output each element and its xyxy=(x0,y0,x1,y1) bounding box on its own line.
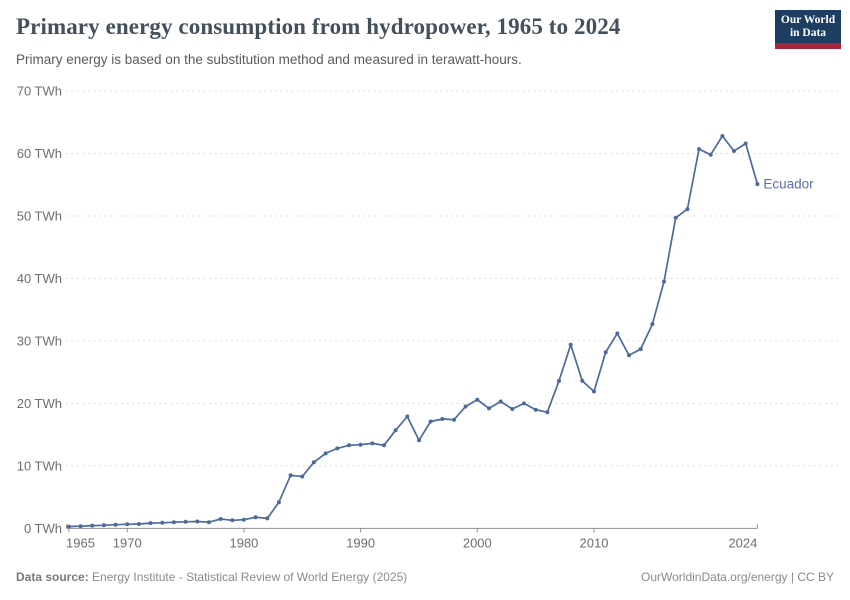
data-point-2017 xyxy=(673,215,678,220)
data-point-1970 xyxy=(125,522,130,527)
data-point-2006 xyxy=(545,410,550,415)
data-point-2002 xyxy=(498,399,503,404)
data-point-1990 xyxy=(358,442,363,447)
y-tick-label-70: 70 TWh xyxy=(17,83,62,98)
data-point-1972 xyxy=(148,521,153,526)
data-point-1981 xyxy=(253,515,258,520)
data-point-1989 xyxy=(347,443,351,448)
x-tick-label-2010: 2010 xyxy=(580,535,609,550)
data-point-1973 xyxy=(160,520,165,525)
data-point-2023 xyxy=(743,141,748,146)
data-point-2001 xyxy=(487,406,491,411)
data-point-1979 xyxy=(230,518,235,523)
data-point-1983 xyxy=(276,500,281,505)
y-tick-label-50: 50 TWh xyxy=(17,208,62,223)
data-point-1993 xyxy=(393,428,398,433)
data-point-1999 xyxy=(463,404,468,409)
data-point-2015 xyxy=(650,322,655,327)
data-point-1971 xyxy=(136,522,141,526)
data-point-1987 xyxy=(323,451,328,456)
data-point-1978 xyxy=(218,517,223,521)
data-point-1982 xyxy=(265,516,270,521)
x-tick-label-1990: 1990 xyxy=(346,535,375,550)
y-tick-label-10: 10 TWh xyxy=(17,458,62,473)
data-point-1974 xyxy=(171,520,176,525)
chart-subtitle: Primary energy is based on the substitut… xyxy=(16,52,522,67)
owid-license-link[interactable]: OurWorldinData.org/energy | CC BY xyxy=(641,570,834,584)
data-point-1977 xyxy=(206,520,211,525)
y-tick-label-40: 40 TWh xyxy=(17,271,62,286)
data-point-1967 xyxy=(90,523,95,528)
series-line-ecuador xyxy=(68,135,759,528)
data-point-1965 xyxy=(66,524,71,529)
data-point-1997 xyxy=(440,417,445,421)
data-point-2013 xyxy=(627,353,631,358)
data-point-2004 xyxy=(522,401,526,406)
data-point-1984 xyxy=(288,473,293,478)
data-point-1966 xyxy=(78,524,83,529)
data-point-2007 xyxy=(557,378,561,383)
chart-footer: Data source: Energy Institute - Statisti… xyxy=(16,570,834,584)
data-point-2024 xyxy=(755,182,760,187)
data-source-text: Energy Institute - Statistical Review of… xyxy=(88,570,408,584)
owid-logo[interactable]: Our World in Data xyxy=(775,10,841,49)
data-point-2021 xyxy=(720,134,725,138)
x-tick-label-2000: 2000 xyxy=(463,535,492,550)
data-point-1976 xyxy=(195,519,200,524)
data-point-2022 xyxy=(732,149,736,153)
x-tick-label-1965: 1965 xyxy=(66,535,95,550)
data-point-2000 xyxy=(475,397,480,402)
data-point-1992 xyxy=(382,443,386,448)
data-point-1969 xyxy=(113,522,118,527)
data-point-2009 xyxy=(580,378,585,383)
data-point-2019 xyxy=(697,147,701,152)
data-point-2012 xyxy=(615,331,620,336)
data-point-2010 xyxy=(592,389,596,394)
data-point-2005 xyxy=(533,407,538,412)
data-source-label: Data source: xyxy=(16,570,89,584)
chart-title: Primary energy consumption from hydropow… xyxy=(16,14,621,39)
entity-label-ecuador: Ecuador xyxy=(763,177,814,192)
y-tick-label-30: 30 TWh xyxy=(17,333,62,348)
data-point-2016 xyxy=(662,279,666,284)
data-point-2018 xyxy=(685,207,690,212)
data-point-1994 xyxy=(405,414,410,419)
data-point-1988 xyxy=(335,446,340,451)
y-tick-label-20: 20 TWh xyxy=(17,396,62,411)
x-tick-label-1970: 1970 xyxy=(113,535,142,550)
data-point-1968 xyxy=(101,523,106,528)
x-tick-label-1980: 1980 xyxy=(229,535,258,550)
data-point-2008 xyxy=(568,342,573,347)
data-point-1991 xyxy=(370,441,375,446)
y-tick-label-60: 60 TWh xyxy=(17,146,62,161)
owid-logo-line1: Our World xyxy=(780,13,836,26)
y-tick-label-0: 0 TWh xyxy=(24,521,62,536)
data-point-2020 xyxy=(708,152,713,157)
owid-logo-line2: in Data xyxy=(789,26,827,39)
data-source-note: Data source: Energy Institute - Statisti… xyxy=(16,570,407,584)
data-point-1995 xyxy=(417,438,421,443)
data-point-1985 xyxy=(300,474,305,479)
data-point-1986 xyxy=(311,460,316,465)
data-point-1975 xyxy=(183,519,188,524)
x-tick-label-2024: 2024 xyxy=(728,535,757,550)
data-point-1980 xyxy=(241,517,246,522)
data-point-2011 xyxy=(603,350,608,355)
data-point-1996 xyxy=(428,419,433,424)
data-point-2003 xyxy=(510,407,515,411)
data-point-1998 xyxy=(452,417,456,422)
data-point-2014 xyxy=(638,347,643,352)
